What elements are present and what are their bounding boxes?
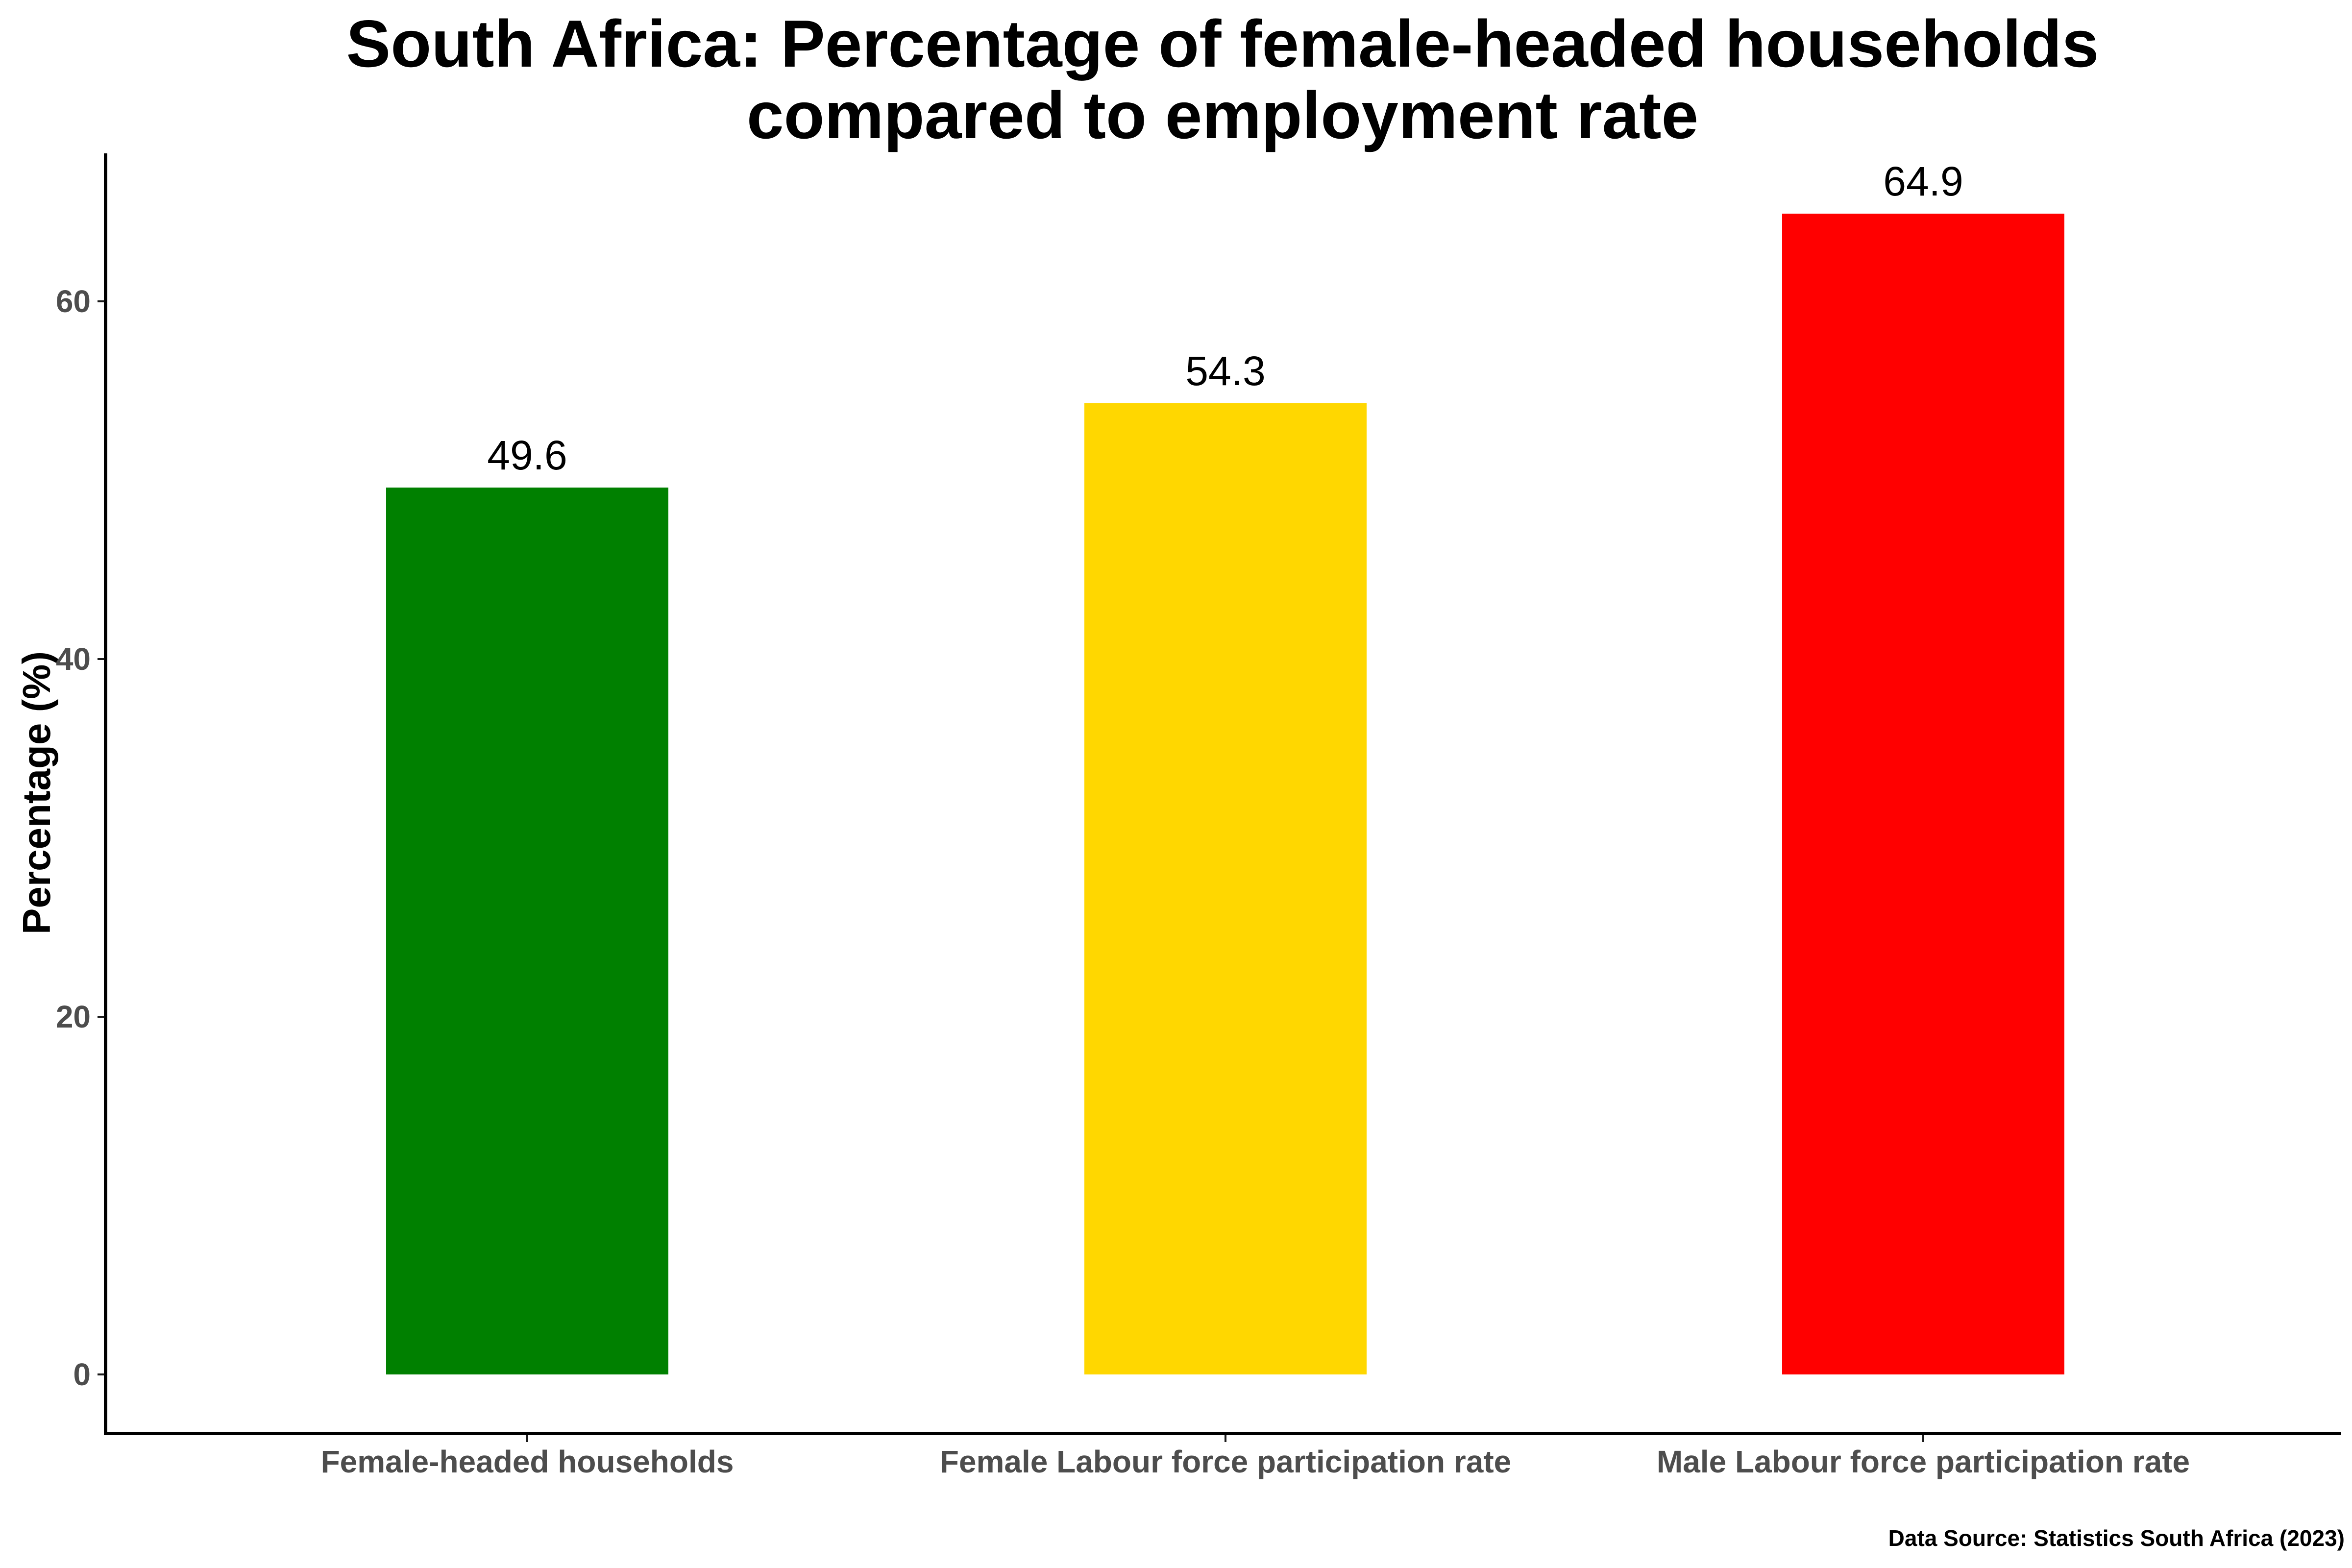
bar-3 bbox=[1782, 214, 2064, 1374]
x-axis-tick bbox=[1225, 1435, 1226, 1442]
y-axis-tick bbox=[98, 300, 104, 302]
bar-2 bbox=[1084, 403, 1367, 1374]
chart-title-line1: South Africa: Percentage of female-heade… bbox=[346, 6, 2099, 81]
x-category-label: Female Labour force participation rate bbox=[939, 1444, 1512, 1479]
y-tick-label: 20 bbox=[55, 999, 91, 1034]
x-category-label: Male Labour force participation rate bbox=[1656, 1444, 2190, 1479]
y-tick-label: 60 bbox=[55, 284, 91, 319]
x-axis-tick bbox=[526, 1435, 528, 1442]
data-source-caption: Data Source: Statistics South Africa (20… bbox=[1888, 1525, 2345, 1551]
y-axis-title: Percentage (%) bbox=[15, 651, 58, 934]
y-tick-label: 0 bbox=[73, 1357, 91, 1392]
bar-value-label: 49.6 bbox=[487, 432, 567, 478]
x-axis-tick bbox=[1922, 1435, 1924, 1442]
chart-title-line2: compared to employment rate bbox=[746, 78, 1699, 152]
y-axis-line bbox=[104, 153, 107, 1435]
y-axis-tick bbox=[98, 1373, 104, 1375]
x-axis-line bbox=[104, 1432, 2341, 1435]
bar-1 bbox=[386, 487, 668, 1374]
x-category-label: Female-headed households bbox=[320, 1444, 734, 1479]
y-tick-label: 40 bbox=[55, 641, 91, 677]
y-axis-tick bbox=[98, 658, 104, 660]
bar-value-label: 64.9 bbox=[1883, 158, 1963, 205]
bar-value-label: 54.3 bbox=[1185, 348, 1266, 394]
chart-title: South Africa: Percentage of female-heade… bbox=[93, 8, 2352, 151]
y-axis-tick bbox=[98, 1016, 104, 1018]
